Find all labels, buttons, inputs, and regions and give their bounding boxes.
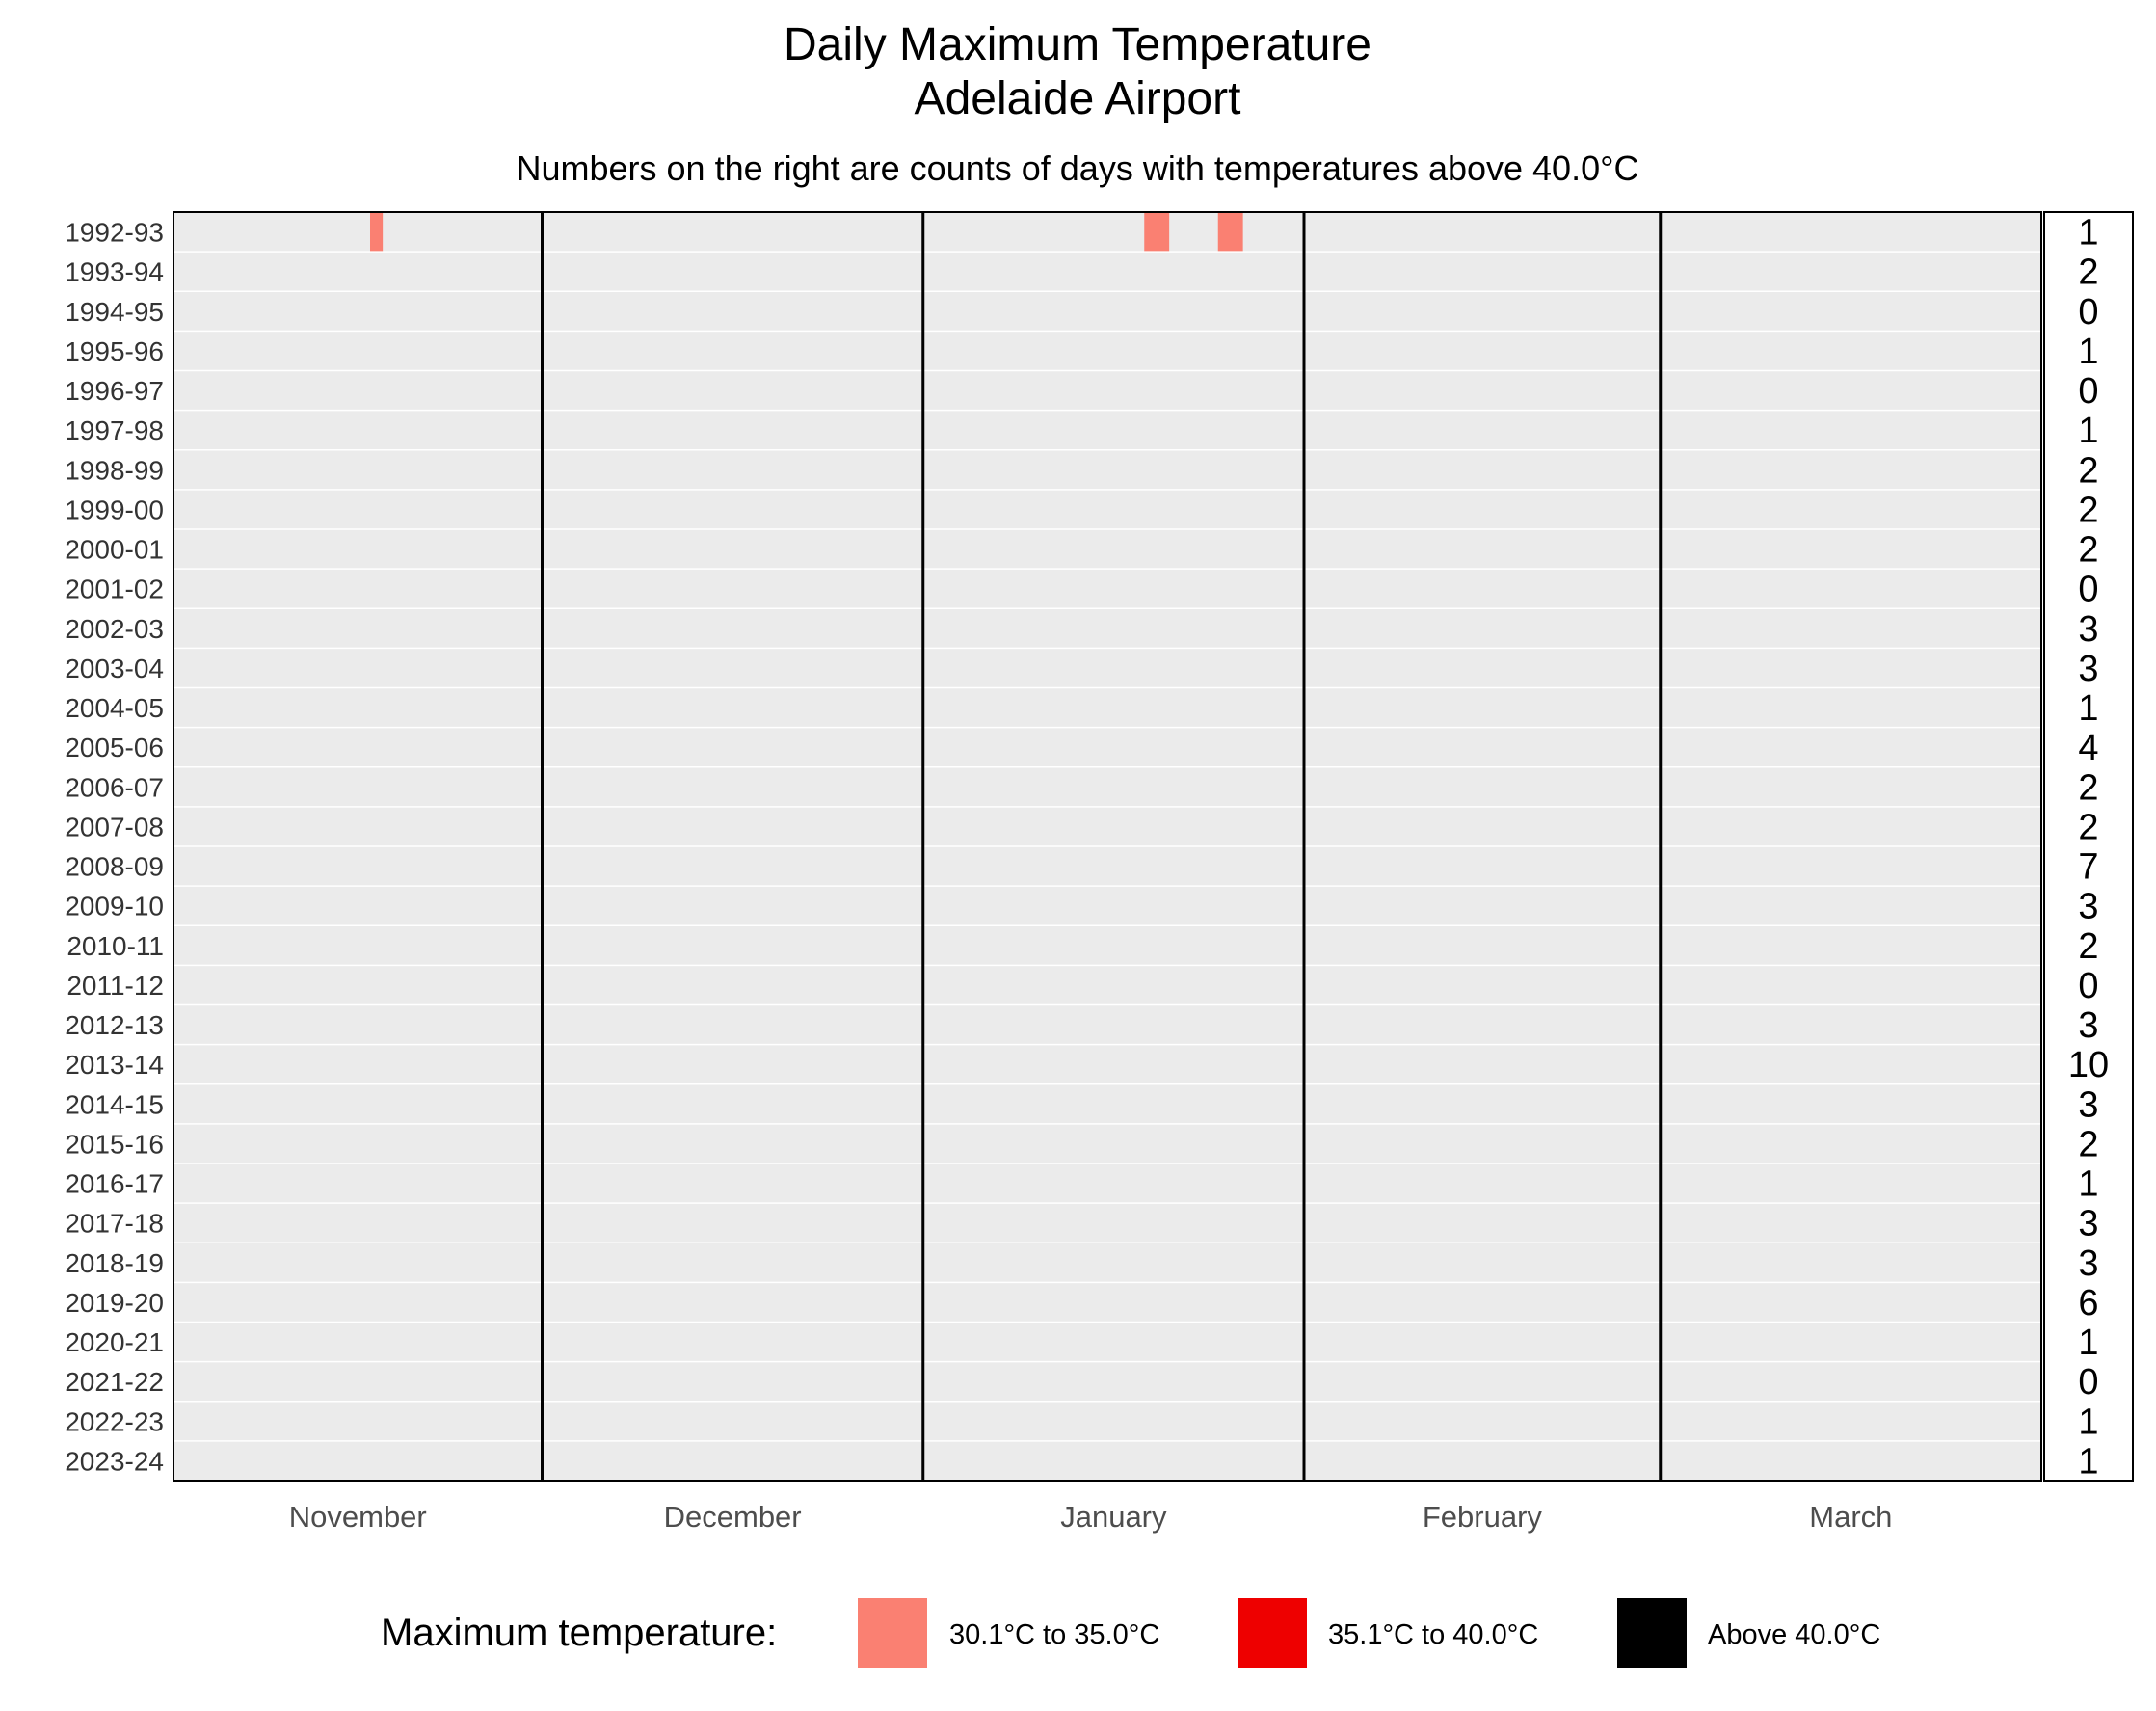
legend-swatch-35-40	[1238, 1598, 1307, 1668]
heatmap-cells	[370, 212, 1243, 253]
season-label: 2007-08	[65, 812, 164, 842]
count-label: 3	[2078, 609, 2098, 650]
legend: Maximum temperature: 30.1°C to 35.0°C 35…	[381, 1598, 1880, 1668]
count-label: 0	[2078, 570, 2098, 610]
count-label: 2	[2078, 767, 2098, 808]
legend-swatch-above-40	[1617, 1598, 1687, 1668]
count-label: 4	[2078, 728, 2098, 768]
count-label: 7	[2078, 847, 2098, 888]
season-label: 1994-95	[65, 297, 164, 327]
chart-subtitle: Numbers on the right are counts of days …	[516, 148, 1638, 188]
season-label: 2008-09	[65, 852, 164, 882]
season-label: 2004-05	[65, 693, 164, 723]
count-label: 2	[2078, 807, 2098, 847]
count-label: 0	[2078, 1362, 2098, 1403]
heatmap-cell	[370, 212, 384, 253]
season-label: 2018-19	[65, 1248, 164, 1278]
season-label: 1996-97	[65, 376, 164, 406]
month-labels: November December January February March	[289, 1500, 1893, 1534]
count-label: 1	[2078, 332, 2098, 372]
legend-label-30-35: 30.1°C to 35.0°C	[949, 1619, 1159, 1650]
count-label: 1	[2078, 1441, 2098, 1482]
month-label: January	[1060, 1500, 1167, 1534]
month-divider-lines	[541, 212, 1663, 1481]
count-label: 0	[2078, 292, 2098, 333]
count-label: 2	[2078, 1124, 2098, 1164]
month-label: February	[1423, 1500, 1543, 1534]
count-label: 3	[2078, 1243, 2098, 1284]
season-label: 2016-17	[65, 1169, 164, 1199]
count-label: 0	[2078, 966, 2098, 1006]
count-label: 2	[2078, 450, 2098, 491]
season-label: 2006-07	[65, 772, 164, 802]
legend-title: Maximum temperature:	[381, 1612, 777, 1654]
legend-label-35-40: 35.1°C to 40.0°C	[1328, 1619, 1538, 1650]
season-label: 1998-99	[65, 455, 164, 485]
legend-swatch-30-35	[858, 1598, 927, 1668]
count-label: 2	[2078, 253, 2098, 293]
season-labels: 1992-93 1993-94 1994-95 1995-96 1996-97 1997-…	[65, 218, 164, 1477]
count-label: 1	[2078, 213, 2098, 254]
season-label: 2005-06	[65, 733, 164, 762]
legend-label-above-40: Above 40.0°C	[1708, 1619, 1880, 1650]
count-label: 3	[2078, 887, 2098, 927]
count-label: 2	[2078, 926, 2098, 967]
heatmap-cell	[1217, 212, 1231, 253]
count-label: 3	[2078, 649, 2098, 689]
count-label: 1	[2078, 1402, 2098, 1442]
season-label: 2013-14	[65, 1050, 164, 1080]
count-panel	[2043, 211, 2134, 1482]
season-label: 1997-98	[65, 415, 164, 445]
row-gridlines	[173, 251, 2041, 1442]
count-label: 2	[2078, 530, 2098, 571]
count-label: 3	[2078, 1204, 2098, 1244]
count-label: 2	[2078, 490, 2098, 530]
season-label: 2010-11	[67, 931, 164, 961]
season-label: 2014-15	[65, 1089, 164, 1119]
season-label: 1992-93	[65, 218, 164, 248]
count-label: 3	[2078, 1005, 2098, 1046]
season-label: 1995-96	[65, 336, 164, 366]
season-label: 2009-10	[65, 892, 164, 922]
season-label: 2019-20	[65, 1288, 164, 1318]
heatmap-cell	[1144, 212, 1158, 253]
season-label: 2003-04	[65, 654, 164, 683]
season-label: 1993-94	[65, 257, 164, 287]
season-label: 2021-22	[65, 1367, 164, 1397]
season-label: 2011-12	[67, 971, 164, 1001]
month-label: March	[1809, 1500, 1892, 1534]
season-label: 2022-23	[65, 1406, 164, 1436]
count-label: 3	[2078, 1084, 2098, 1125]
season-label: 2001-02	[65, 575, 164, 604]
count-label: 1	[2078, 688, 2098, 729]
season-label: 2002-03	[65, 614, 164, 644]
heatmap-cell	[1230, 212, 1243, 253]
month-label: December	[664, 1500, 802, 1534]
season-label: 2020-21	[65, 1327, 164, 1357]
count-label: 0	[2078, 371, 2098, 412]
season-label: 2015-16	[65, 1129, 164, 1159]
month-label: November	[289, 1500, 427, 1534]
heatmap-cell	[1157, 212, 1170, 253]
season-label: 2000-01	[65, 535, 164, 565]
count-label: 1	[2078, 1164, 2098, 1205]
chart-subtitle-line: Adelaide Airport	[915, 73, 1241, 124]
plot-border	[173, 211, 2042, 1482]
count-label: 6	[2078, 1283, 2098, 1323]
season-label: 2012-13	[65, 1010, 164, 1040]
season-label: 2017-18	[65, 1209, 164, 1239]
chart-title: Daily Maximum Temperature	[784, 19, 1371, 70]
season-label: 1999-00	[65, 495, 164, 524]
count-label: 1	[2078, 1323, 2098, 1363]
count-label: 10	[2068, 1045, 2109, 1085]
season-label: 2023-24	[65, 1446, 164, 1476]
count-label: 1	[2078, 411, 2098, 451]
